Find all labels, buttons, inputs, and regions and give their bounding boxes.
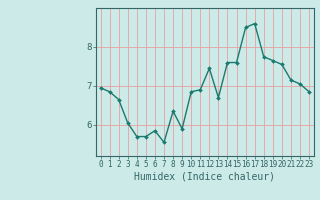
X-axis label: Humidex (Indice chaleur): Humidex (Indice chaleur) xyxy=(134,172,275,182)
